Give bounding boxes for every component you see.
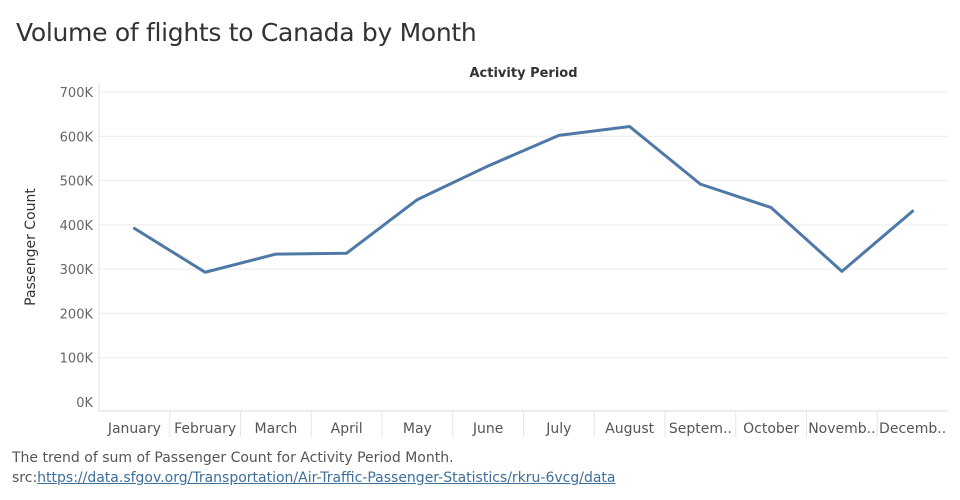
x-tick-label: March — [255, 421, 298, 437]
data-point — [487, 164, 490, 167]
data-point — [699, 183, 702, 186]
chart-caption: The trend of sum of Passenger Count for … — [12, 448, 616, 488]
data-point — [840, 270, 843, 273]
y-tick-label: 200K — [60, 307, 94, 322]
data-point — [911, 210, 914, 213]
data-point — [628, 125, 631, 128]
x-tick-label: February — [174, 421, 236, 437]
data-point — [416, 198, 419, 201]
x-axis-title: Activity Period — [469, 66, 577, 81]
chart-title: Volume of flights to Canada by Month — [16, 18, 477, 47]
y-tick-label: 400K — [60, 219, 94, 234]
source-prefix: src: — [12, 470, 38, 486]
source-link[interactable]: https://data.sfgov.org/Transportation/Ai… — [37, 470, 616, 486]
x-tick-label: July — [545, 421, 571, 437]
y-tick-label: 100K — [60, 352, 94, 367]
x-tick-label: January — [107, 421, 161, 437]
y-tick-label: 300K — [60, 263, 94, 278]
x-tick-label: May — [403, 421, 432, 437]
x-tick-label: June — [472, 421, 504, 437]
caption-source: src:https://data.sfgov.org/Transportatio… — [12, 468, 616, 488]
data-point — [274, 253, 277, 256]
x-tick-label: April — [331, 421, 363, 437]
data-point — [557, 134, 560, 137]
data-point — [345, 252, 348, 255]
x-tick-label: August — [605, 421, 655, 437]
line-chart: 0K 100K 200K 300K 400K 500K 600K 700K January Feb… — [23, 66, 948, 437]
y-tick-label: 700K — [60, 86, 94, 101]
data-point — [133, 227, 136, 230]
x-tick-label: Novemb.. — [808, 421, 875, 437]
y-tick-label: 600K — [60, 130, 94, 145]
y-axis-title: Passenger Count — [23, 188, 39, 306]
data-point — [770, 206, 773, 209]
x-tick-label: Decemb.. — [879, 421, 946, 437]
data-point — [204, 271, 207, 274]
series-line — [132, 125, 915, 274]
y-tick-label: 0K — [76, 396, 93, 411]
x-tick-label: October — [743, 421, 799, 437]
y-tick-label: 500K — [60, 175, 94, 190]
caption-description: The trend of sum of Passenger Count for … — [12, 450, 454, 466]
x-tick-label: Septem.. — [669, 421, 732, 437]
